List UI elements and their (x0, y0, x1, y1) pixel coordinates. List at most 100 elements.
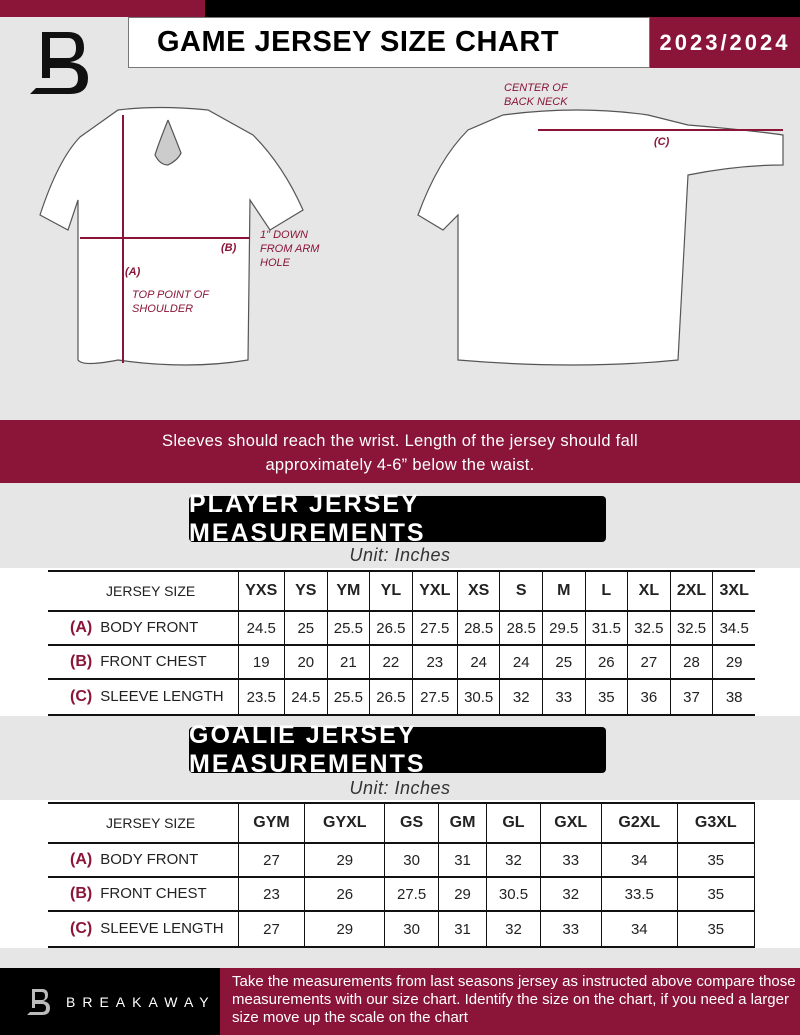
size-header: JERSEY SIZE (106, 815, 196, 831)
jersey-diagram (39, 106, 784, 366)
row-code: (B) (70, 653, 93, 670)
size-col: GXL (539, 803, 602, 843)
table-cell: 28 (669, 645, 713, 679)
size-col (753, 803, 755, 843)
brand-name: BREAKAWAY (66, 993, 216, 1010)
table-cell: 34.5 (712, 611, 755, 645)
table-cell: 38 (712, 679, 755, 715)
table-cell: 20 (284, 645, 328, 679)
table-cell: 27.5 (411, 679, 458, 715)
size-col: YS (284, 571, 328, 611)
table-cell: 32.5 (669, 611, 713, 645)
table-cell: 32 (485, 843, 541, 877)
top-bar-accent (0, 0, 205, 17)
row-name: BODY FRONT (100, 851, 199, 868)
size-col: 3XL (712, 571, 755, 611)
row-name: SLEEVE LENGTH (100, 920, 224, 937)
table-cell: 23 (237, 877, 305, 911)
table-cell: 35 (677, 843, 755, 877)
top-bar-dark (205, 0, 800, 17)
goalie-unit: Unit: Inches (349, 778, 451, 798)
row-label: (B) FRONT CHEST (48, 877, 238, 911)
table-cell: 27 (237, 911, 305, 947)
label-c: (C) (654, 136, 670, 148)
instructions-band: Sleeves should reach the wrist. Length o… (0, 420, 800, 483)
table-cell: 35 (584, 679, 628, 715)
breakaway-logo-icon (30, 32, 88, 94)
footer-brand: BREAKAWAY (0, 968, 220, 1035)
table-cell: 24.5 (284, 679, 328, 715)
table-row: (B) FRONT CHEST 19 20 21 22 23 24 24 25 26 27 28 29 (48, 645, 755, 679)
goalie-table: JERSEY SIZE GYM GYXL GS GM GL GXL G2XL G3XL (A)… (48, 802, 755, 948)
size-col: 2XL (669, 571, 713, 611)
table-cell: 26.5 (369, 679, 413, 715)
label-a: (A) (125, 266, 141, 278)
row-code: (B) (70, 885, 93, 902)
table-row: (C) SLEEVE LENGTH 23.5 24.5 25.5 26.5 27.5 30.5… (48, 679, 755, 715)
table-cell: 24 (456, 645, 500, 679)
table-cell: 25.5 (326, 679, 370, 715)
table-cell: 29 (712, 645, 755, 679)
table-cell (753, 843, 755, 877)
table-row: (A) BODY FRONT 27 29 30 31 32 33 34 35 (48, 843, 755, 877)
table-cell: 27 (237, 843, 305, 877)
table-cell: 23 (411, 645, 458, 679)
center-back-neck-label: CENTER OF BACK NECK (504, 82, 568, 108)
table-cell: 32 (485, 911, 541, 947)
size-col: YM (326, 571, 370, 611)
table-cell: 19 (237, 645, 285, 679)
table-cell: 26.5 (369, 611, 413, 645)
table-cell: 35 (677, 877, 755, 911)
table-header-row: JERSEY SIZE GYM GYXL GS GM GL GXL G2XL G3XL (48, 803, 755, 843)
table-cell: 23.5 (237, 679, 285, 715)
footer-note: Take the measurements from last seasons … (220, 968, 800, 1035)
table-cell: 25 (542, 645, 586, 679)
table-cell: 25 (284, 611, 328, 645)
table-cell: 26 (304, 877, 385, 911)
table-cell (753, 877, 755, 911)
table-cell: 22 (369, 645, 413, 679)
table-cell: 33 (542, 679, 586, 715)
instructions-line-1: Sleeves should reach the wrist. Length o… (162, 432, 638, 450)
table-header-row: JERSEY SIZE YXS YS YM YL YXL XS S M L XL 2XL 3XL (48, 571, 755, 611)
page-title: GAME JERSEY SIZE CHART (128, 17, 650, 68)
table-cell: 30 (384, 911, 439, 947)
table-cell: 29.5 (542, 611, 586, 645)
table-cell: 35 (677, 911, 755, 947)
row-label: (B) FRONT CHEST (48, 645, 238, 679)
row-name: SLEEVE LENGTH (100, 688, 224, 705)
size-col: GL (485, 803, 541, 843)
table-cell: 27 (627, 645, 671, 679)
table-cell: 26 (584, 645, 628, 679)
row-code: (A) (70, 619, 93, 636)
row-name: BODY FRONT (100, 619, 199, 636)
row-label: (A) BODY FRONT (48, 611, 238, 645)
size-col: GS (384, 803, 439, 843)
label-b: (B) (221, 242, 237, 254)
table-cell: 37 (669, 679, 713, 715)
table-cell: 28.5 (456, 611, 500, 645)
table-cell: 33 (539, 911, 602, 947)
table-cell: 34 (600, 843, 678, 877)
size-col: L (584, 571, 628, 611)
row-code: (C) (70, 688, 93, 705)
table-row: (A) BODY FRONT 24.5 25 25.5 26.5 27.5 28.5 28.5 2… (48, 611, 755, 645)
goalie-section-title: GOALIE JERSEY MEASUREMENTS (189, 721, 606, 778)
size-col: YXS (237, 571, 285, 611)
table-row: (C) SLEEVE LENGTH 27 29 30 31 32 33 34 35 (48, 911, 755, 947)
table-cell: 32.5 (627, 611, 671, 645)
table-cell: 30.5 (456, 679, 500, 715)
row-label: (A) BODY FRONT (48, 843, 238, 877)
table-cell: 33.5 (600, 877, 678, 911)
shoulder-note: TOP POINT OF SHOULDER (132, 289, 209, 315)
table-cell: 21 (326, 645, 370, 679)
table-cell: 24.5 (237, 611, 285, 645)
size-col: G2XL (600, 803, 678, 843)
size-header: JERSEY SIZE (106, 583, 196, 599)
row-code: (A) (70, 851, 93, 868)
table-cell: 27.5 (384, 877, 439, 911)
player-table: JERSEY SIZE YXS YS YM YL YXL XS S M L XL 2XL 3XL (A… (48, 570, 755, 716)
size-col: XL (627, 571, 671, 611)
table-cell: 28.5 (499, 611, 543, 645)
row-label: (C) SLEEVE LENGTH (48, 911, 238, 947)
